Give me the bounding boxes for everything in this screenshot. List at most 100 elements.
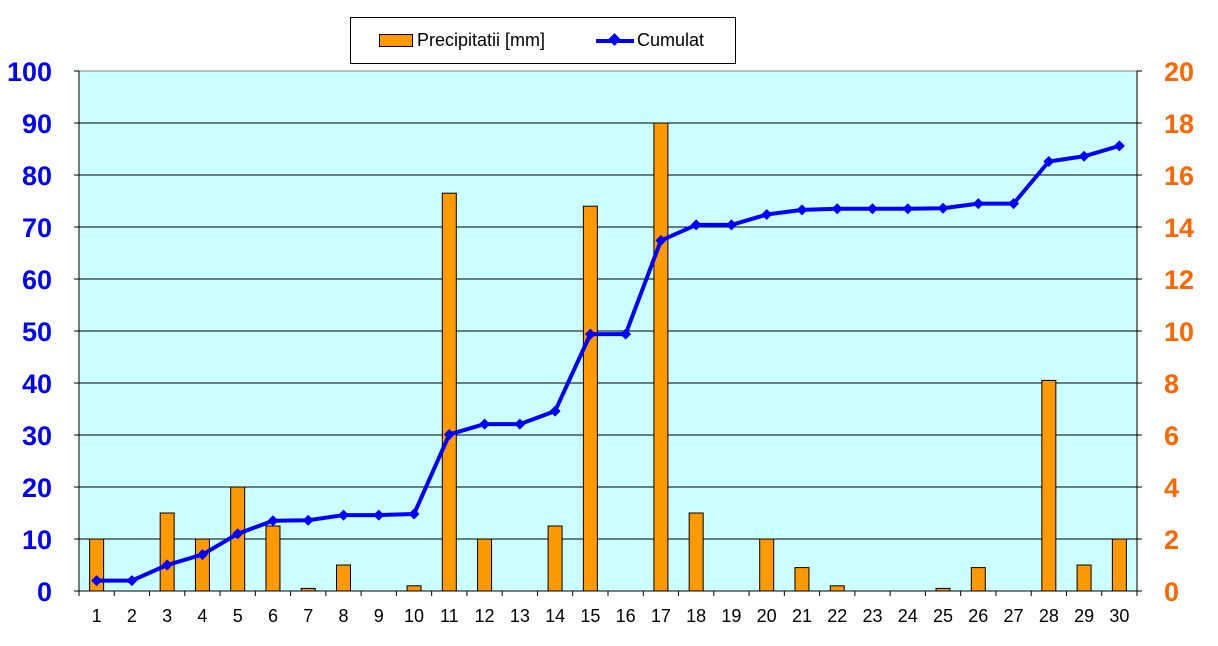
left-tick-label: 80 [22,161,52,191]
line-point [1113,140,1125,152]
x-tick-label: 25 [933,606,953,626]
line-point [549,405,561,417]
line-point [232,528,244,540]
line-point [761,209,773,221]
left-tick-label: 10 [22,525,52,555]
bar [477,538,493,592]
bar [1111,538,1127,592]
legend-item-cumulative: Cumulat [596,18,704,63]
x-tick-label: 24 [898,606,918,626]
x-tick-label: 22 [827,606,847,626]
line-point [867,203,878,215]
x-tick-label: 18 [686,606,706,626]
x-tick-label: 13 [510,606,530,626]
left-tick-label: 40 [22,369,52,399]
line-point [584,328,596,340]
left-axis-ticks: 0 10 20 30 40 50 60 70 80 90 100 [7,57,52,607]
line-point [831,203,843,215]
right-tick-label: 6 [1164,421,1179,451]
line-point [91,575,103,587]
legend-swatch-cumulative [596,33,634,47]
cumulative-line-path [96,143,1120,583]
bar [159,512,175,592]
line-point [796,204,808,216]
x-tick-label: 23 [862,606,882,626]
x-tick-label: 30 [1109,606,1129,626]
x-tick-label: 12 [475,606,495,626]
bar [547,525,563,592]
line-point [902,203,914,215]
left-tick-label: 0 [37,577,52,607]
line-point [620,328,632,340]
x-tick-label: 1 [92,606,102,626]
x-tick-label: 4 [197,606,207,626]
x-tick-label: 11 [440,606,459,626]
line-point [196,549,208,561]
line-point [161,559,173,571]
line-point [655,235,667,247]
left-tick-label: 20 [22,473,52,503]
x-tick-label: 7 [303,606,313,626]
right-tick-label: 14 [1164,213,1194,243]
bar [688,512,704,592]
left-tick-label: 100 [7,57,52,87]
line-point [373,509,385,521]
x-tick-label: 8 [338,606,348,626]
x-tick-label: 9 [374,606,384,626]
right-tick-label: 18 [1164,109,1194,139]
left-tick-label: 90 [22,109,52,139]
line-point [267,515,279,527]
line-point [1078,150,1090,162]
legend-label-precipitation: Precipitatii [mm] [417,30,546,50]
x-tick-label: 20 [757,606,777,626]
right-tick-label: 20 [1164,57,1194,87]
bar [653,122,669,592]
line-point [302,514,314,526]
left-tick-label: 50 [22,317,52,347]
right-axis-ticks: 0 2 4 6 8 10 12 14 16 18 20 [1164,57,1194,607]
legend-label-cumulative: Cumulat [637,30,705,50]
x-tick-label: 10 [404,606,424,626]
x-tick-label: 3 [162,606,172,626]
line-point [937,202,949,214]
bar [829,585,845,592]
x-tick-label: 27 [1004,606,1024,626]
line-point [338,509,349,521]
legend: Precipitatii [mm] Cumulat [350,17,736,64]
bar [970,567,986,592]
x-tick-label: 14 [545,606,565,626]
bar [194,538,210,592]
bar [1076,564,1092,592]
legend-swatch-precipitation [379,34,413,47]
line-point [1043,155,1055,167]
line-point [479,418,491,430]
line-point [443,428,455,440]
x-tick-label: 5 [233,606,243,626]
x-tick-label: 17 [651,606,671,626]
left-tick-label: 60 [22,265,52,295]
left-tick-label: 70 [22,213,52,243]
bar [336,564,351,592]
right-tick-label: 2 [1164,525,1179,555]
right-tick-label: 16 [1164,161,1194,191]
x-tick-label: 2 [127,606,137,626]
axes [74,70,1142,596]
bar [1041,379,1057,592]
x-tick-label: 29 [1074,606,1094,626]
x-tick-label: 28 [1039,606,1059,626]
bar [265,525,281,592]
legend-item-precipitation: Precipitatii [mm] [379,18,545,63]
right-tick-label: 10 [1164,317,1194,347]
x-tick-label: 19 [721,606,741,626]
bar [582,205,598,592]
line-point [1008,198,1020,210]
cumulative-line [91,140,1125,587]
line-point [690,219,702,231]
bar [406,585,422,592]
right-tick-label: 12 [1164,265,1194,295]
x-tick-label: 6 [268,606,278,626]
x-tick-label: 15 [580,606,600,626]
right-tick-label: 0 [1164,577,1179,607]
bar [441,192,457,592]
